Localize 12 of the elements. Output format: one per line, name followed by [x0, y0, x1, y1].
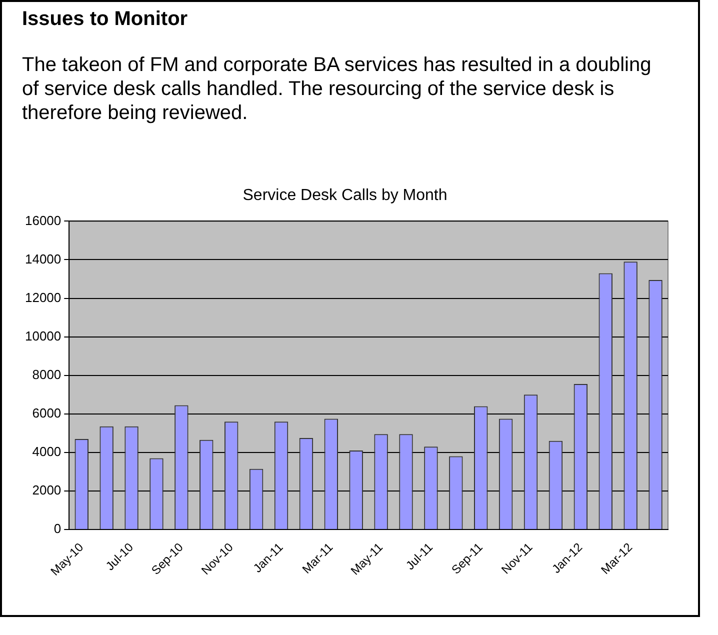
- y-tick-label: 8000: [32, 366, 62, 382]
- text: The takeon of FM and corporate BA services has resulted in a doubling of service desk calls handled. The resourcing of the service desk is therefore being reviewed.: [22, 53, 652, 125]
- text: Issues to Monitor: [22, 8, 189, 31]
- y-tick-label: 0: [54, 521, 62, 536]
- y-tick-label: 12000: [24, 290, 62, 305]
- y-tick-label: 2000: [32, 482, 62, 498]
- y-tick-label: 16000: [24, 212, 62, 228]
- y-tick-label: 10000: [24, 328, 62, 344]
- y-tick-label: 4000: [32, 444, 62, 460]
- y-tick-label: 6000: [32, 405, 62, 420]
- y-tick-label: 14000: [24, 251, 62, 266]
- chart-title: Service Desk Calls by Month: [242, 187, 448, 204]
